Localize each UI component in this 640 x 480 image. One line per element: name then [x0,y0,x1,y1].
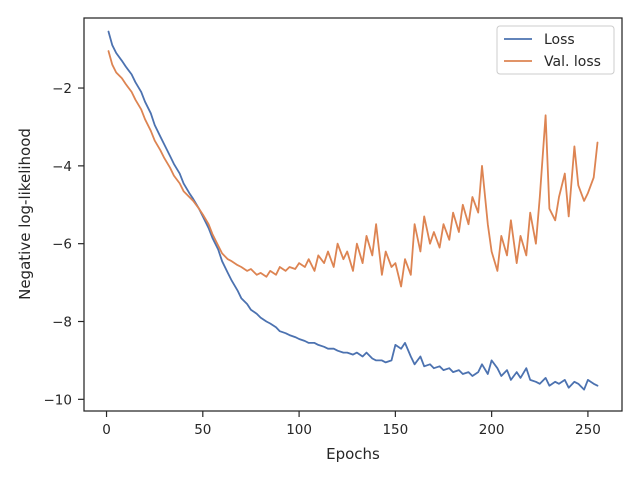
x-tick-label-150: 150 [382,422,408,438]
y-axis-label: Negative log-likelihood [16,128,34,300]
y-tick-label--6: −6 [52,237,72,253]
x-tick-label-200: 200 [479,422,505,438]
series-line-val-loss [107,50,599,288]
plot-frame [83,17,623,412]
legend-label-val-loss: Val. loss [544,54,601,70]
y-tick-label--2: −2 [52,81,72,97]
y-tick-label--4: −4 [52,159,72,175]
legend-box [496,25,615,75]
series-layer [107,30,599,391]
y-tick-label--10: −10 [44,392,73,408]
x-tick-label-250: 250 [575,422,601,438]
legend: Loss Val. loss [496,25,615,75]
legend-label-loss: Loss [544,32,575,48]
y-axis: −10 −8 −6 −4 −2 [44,81,84,408]
x-axis-label: Epochs [326,445,380,463]
x-tick-label-0: 0 [102,422,111,438]
x-tick-label-100: 100 [286,422,312,438]
plot-area [84,18,622,411]
series-line-loss [107,30,599,391]
x-tick-label-50: 50 [194,422,211,438]
x-axis: 0 50 100 150 200 250 [102,411,601,438]
y-tick-label--8: −8 [52,315,72,331]
